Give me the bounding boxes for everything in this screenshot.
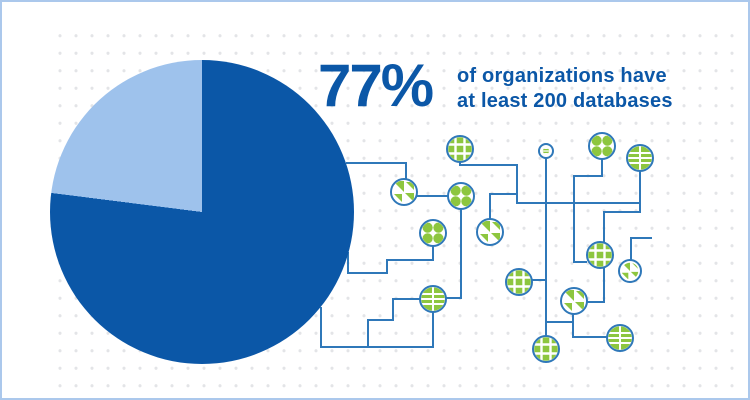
circuit-line: [367, 298, 420, 347]
database-node-quad-dots: [588, 132, 616, 160]
database-node-waffle-grid: [505, 268, 533, 296]
circuit-line: [587, 268, 605, 303]
database-node-quad-triangles: [390, 178, 418, 206]
database-node-waffle-grid: [532, 335, 560, 363]
headline-text-line2: at least 200 databases: [457, 90, 673, 112]
database-node-table-stripes: [606, 324, 634, 352]
headline-percentage: 77%: [318, 52, 434, 119]
circuit-line: [630, 237, 652, 260]
headline-text: of organizations have at least 200 datab…: [457, 64, 673, 114]
database-node-table-stripes: [626, 144, 654, 172]
database-node-waffle-grid: [446, 135, 474, 163]
database-node-table-stripes: [419, 285, 447, 313]
database-node-quad-triangles: [618, 259, 642, 283]
circuit-line: [459, 161, 640, 204]
headline-text-line1: of organizations have: [457, 65, 667, 87]
database-node-mini-stripes: [538, 143, 554, 159]
database-node-quad-dots: [419, 219, 447, 247]
pie-chart: [50, 60, 354, 364]
circuit-line: [320, 307, 434, 348]
database-node-quad-triangles: [476, 218, 504, 246]
database-node-quad-triangles: [560, 287, 588, 315]
database-node-waffle-grid: [586, 241, 614, 269]
circuit-line: [573, 159, 603, 263]
database-node-quad-dots: [447, 182, 475, 210]
circuit-line: [347, 246, 434, 274]
circuit-line: [489, 193, 516, 219]
circuit-line: [572, 313, 607, 338]
circuit-line: [446, 209, 462, 299]
circuit-line: [603, 171, 641, 242]
circuit-line: [346, 162, 407, 180]
